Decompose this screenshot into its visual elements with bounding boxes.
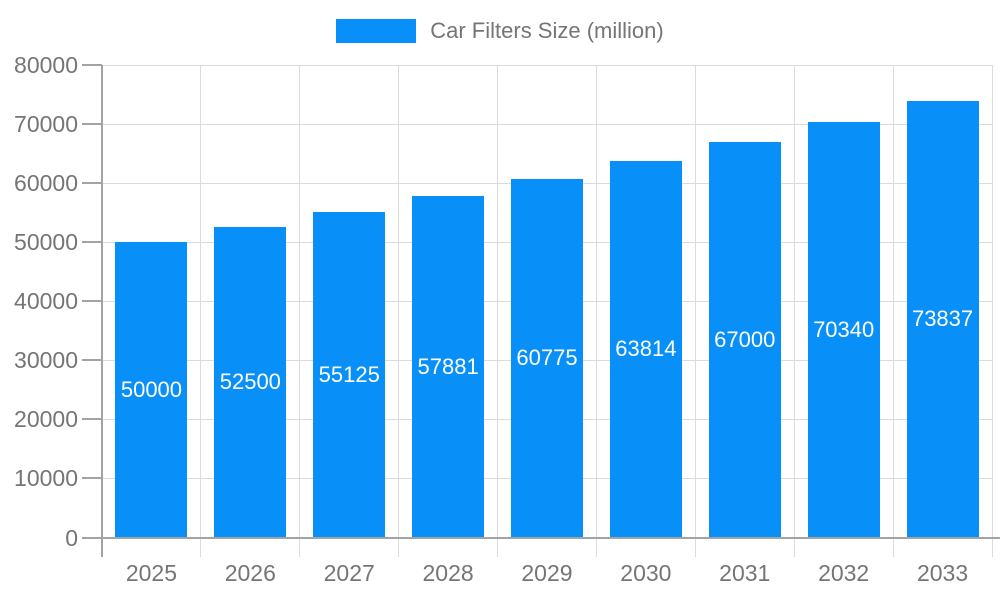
y-axis-tick bbox=[82, 123, 102, 126]
y-axis-tick bbox=[82, 536, 102, 539]
x-axis-tick-label: 2026 bbox=[224, 560, 276, 586]
y-axis-tick-label: 50000 bbox=[14, 229, 78, 256]
x-axis-tick bbox=[694, 537, 696, 557]
y-axis-tick-label: 60000 bbox=[14, 170, 78, 197]
bar-value-label: 73837 bbox=[911, 306, 974, 332]
x-axis-tick-label: 2028 bbox=[422, 560, 474, 586]
bar-value-label: 70340 bbox=[813, 316, 875, 342]
gridline-vertical bbox=[497, 65, 499, 538]
bar-2030[interactable] bbox=[609, 160, 682, 538]
x-axis-tick bbox=[200, 537, 202, 557]
y-axis-tick-label: 20000 bbox=[14, 406, 78, 433]
gridline-vertical bbox=[892, 65, 894, 538]
bar-2032[interactable] bbox=[807, 122, 880, 538]
y-axis-tick-label: 0 bbox=[65, 524, 78, 551]
bar-value-label: 57881 bbox=[417, 353, 479, 379]
gridline-vertical bbox=[595, 65, 597, 538]
gridline-vertical bbox=[991, 65, 993, 538]
y-axis-line bbox=[101, 65, 103, 557]
gridline-horizontal bbox=[102, 64, 992, 66]
bar-value-label: 52500 bbox=[219, 369, 281, 395]
gridline-vertical bbox=[299, 65, 301, 538]
y-axis-tick-label: 70000 bbox=[14, 111, 78, 138]
x-axis-tick bbox=[398, 537, 400, 557]
bar-2027[interactable] bbox=[313, 211, 386, 538]
y-axis-tick bbox=[82, 418, 102, 421]
y-axis-tick bbox=[82, 64, 102, 66]
y-axis-tick bbox=[82, 300, 102, 303]
gridline-vertical bbox=[793, 65, 795, 538]
gridline-vertical bbox=[694, 65, 696, 538]
bar-2025[interactable] bbox=[115, 242, 188, 538]
y-axis-tick bbox=[82, 241, 102, 244]
x-axis-tick-label: 2033 bbox=[916, 560, 969, 586]
bar-2031[interactable] bbox=[708, 141, 781, 538]
x-axis-tick-label: 2030 bbox=[620, 560, 672, 586]
x-axis-tick bbox=[991, 537, 993, 557]
bar-2026[interactable] bbox=[214, 227, 287, 538]
bar-value-label: 63814 bbox=[615, 336, 677, 362]
x-axis-tick bbox=[497, 537, 499, 557]
x-axis-tick bbox=[892, 537, 894, 557]
x-axis-tick-label: 2032 bbox=[818, 560, 870, 586]
x-axis-line bbox=[82, 536, 1000, 539]
legend-label: Car Filters Size (million) bbox=[430, 18, 664, 43]
y-axis-tick bbox=[82, 477, 102, 480]
legend-swatch bbox=[336, 19, 417, 43]
legend-item[interactable]: Car Filters Size (million) bbox=[0, 19, 1000, 43]
gridline-vertical bbox=[200, 65, 202, 538]
gridline-horizontal bbox=[102, 123, 992, 125]
bar-2029[interactable] bbox=[511, 178, 583, 538]
y-axis-tick-label: 40000 bbox=[14, 288, 78, 315]
x-axis-tick bbox=[299, 537, 301, 557]
gridline-vertical bbox=[398, 65, 400, 538]
x-axis-tick bbox=[595, 537, 597, 557]
bar-2028[interactable] bbox=[412, 195, 485, 538]
bar-value-label: 50000 bbox=[120, 376, 183, 402]
x-axis-tick bbox=[793, 537, 795, 557]
x-axis-tick-label: 2027 bbox=[323, 560, 375, 586]
bar-value-label: 55125 bbox=[318, 361, 380, 387]
y-axis-tick bbox=[82, 359, 102, 362]
y-axis-tick-label: 10000 bbox=[14, 465, 78, 492]
y-axis-tick bbox=[82, 182, 102, 185]
bar-2033[interactable] bbox=[906, 101, 979, 538]
y-axis-tick-label: 30000 bbox=[14, 347, 78, 374]
bar-value-label: 60775 bbox=[516, 345, 578, 371]
x-axis-tick-label: 2029 bbox=[521, 560, 573, 586]
x-axis-tick-label: 2025 bbox=[125, 560, 178, 586]
bar-value-label: 67000 bbox=[714, 326, 776, 352]
y-axis-tick-label: 80000 bbox=[14, 52, 78, 78]
x-axis-tick-label: 2031 bbox=[719, 560, 771, 586]
